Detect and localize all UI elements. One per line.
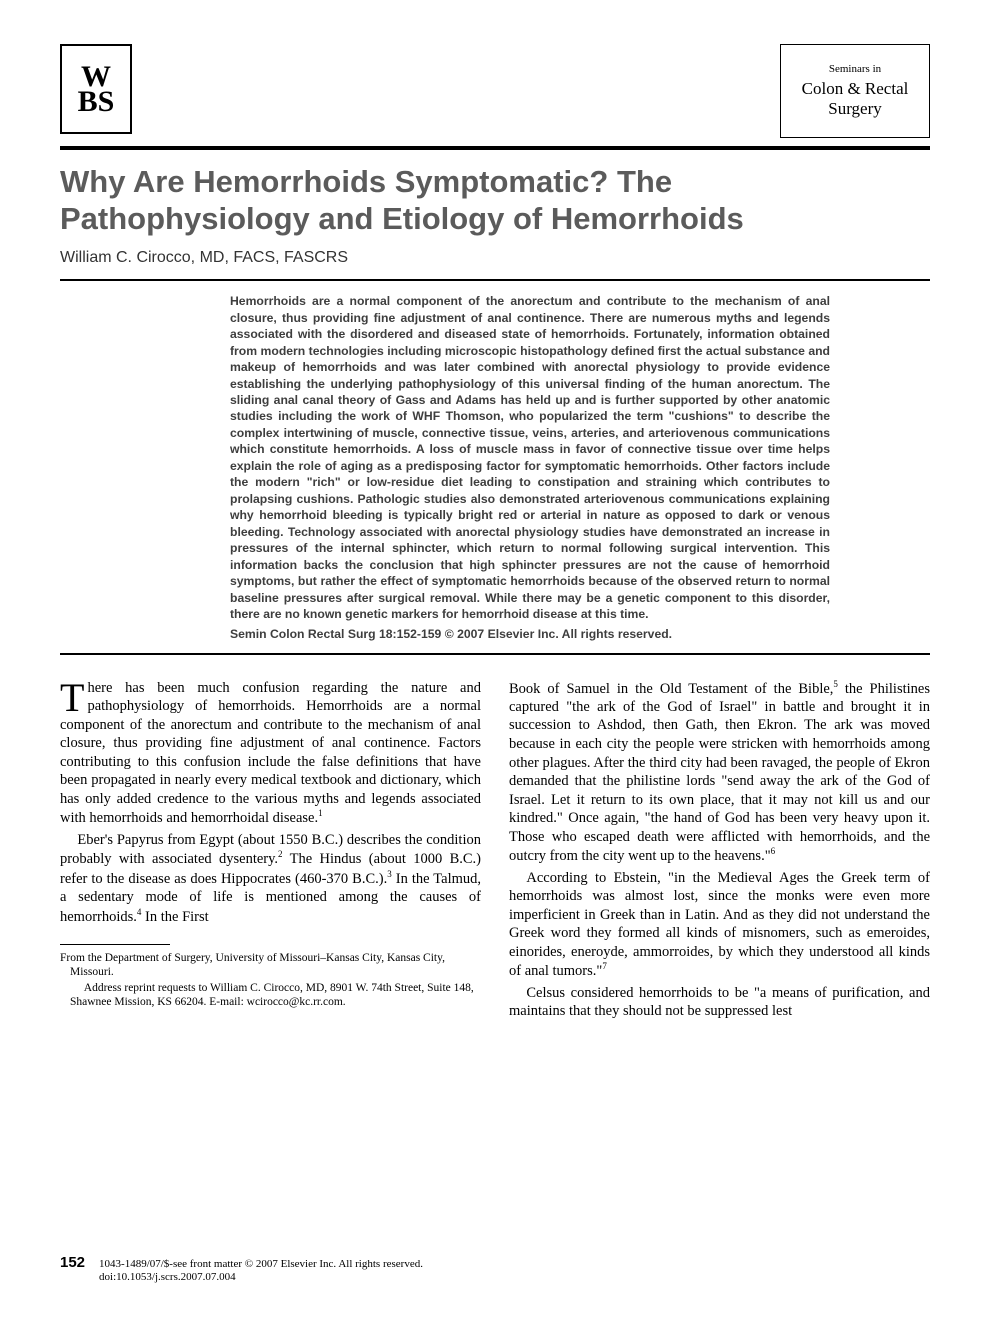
ref-7: 7 bbox=[602, 961, 607, 971]
body-para-4: According to Ebstein, "in the Medieval A… bbox=[509, 869, 930, 981]
article-title: Why Are Hemorrhoids Symptomatic? The Pat… bbox=[60, 164, 930, 237]
body-p2d: In the First bbox=[141, 908, 208, 924]
footnotes: From the Department of Surgery, Universi… bbox=[60, 951, 481, 1009]
column-right: Book of Samuel in the Old Testament of t… bbox=[509, 679, 930, 1024]
rule-after-author bbox=[60, 279, 930, 281]
body-p3b: the Philistines captured "the ark of the… bbox=[509, 680, 930, 864]
rule-after-abstract bbox=[60, 653, 930, 655]
page-footer: 152 1043-1489/07/$-see front matter © 20… bbox=[60, 1254, 930, 1284]
journal-box: Seminars in Colon & Rectal Surgery bbox=[780, 44, 930, 138]
body-p3a: Book of Samuel in the Old Testament of t… bbox=[509, 680, 833, 696]
page-number: 152 bbox=[60, 1254, 85, 1271]
abstract-text: Hemorrhoids are a normal component of th… bbox=[230, 293, 830, 622]
ref-6: 6 bbox=[771, 846, 776, 856]
author-line: William C. Cirocco, MD, FACS, FASCRS bbox=[60, 249, 930, 267]
body-para-5: Celsus considered hemorrhoids to be "a m… bbox=[509, 984, 930, 1021]
footer-line1: 1043-1489/07/$-see front matter © 2007 E… bbox=[99, 1258, 423, 1270]
footer-line2: doi:10.1053/j.scrs.2007.07.004 bbox=[99, 1271, 236, 1283]
ref-1: 1 bbox=[318, 808, 323, 818]
column-left: There has been much confusion regarding … bbox=[60, 679, 481, 1024]
footer-text: 1043-1489/07/$-see front matter © 2007 E… bbox=[99, 1258, 423, 1284]
journal-large-label: Colon & Rectal Surgery bbox=[781, 79, 929, 120]
dropcap: T bbox=[60, 679, 87, 715]
body-para-3: Book of Samuel in the Old Testament of t… bbox=[509, 679, 930, 866]
citation-line: Semin Colon Rectal Surg 18:152-159 © 200… bbox=[230, 627, 830, 641]
footnote-2: Address reprint requests to William C. C… bbox=[60, 981, 481, 1009]
footnote-1: From the Department of Surgery, Universi… bbox=[60, 951, 481, 979]
body-columns: There has been much confusion regarding … bbox=[60, 679, 930, 1024]
body-para-1: There has been much confusion regarding … bbox=[60, 679, 481, 828]
rule-top bbox=[60, 146, 930, 150]
page-header: WBS Seminars in Colon & Rectal Surgery bbox=[60, 44, 930, 138]
body-p4a: According to Ebstein, "in the Medieval A… bbox=[509, 870, 930, 980]
publisher-logo: WBS bbox=[60, 44, 132, 134]
publisher-logo-text: WBS bbox=[78, 64, 115, 115]
journal-small-label: Seminars in bbox=[829, 63, 881, 75]
body-para-2: Eber's Papyrus from Egypt (about 1550 B.… bbox=[60, 831, 481, 926]
footnote-rule bbox=[60, 944, 170, 945]
body-p1-text: here has been much confusion regarding t… bbox=[60, 680, 481, 827]
